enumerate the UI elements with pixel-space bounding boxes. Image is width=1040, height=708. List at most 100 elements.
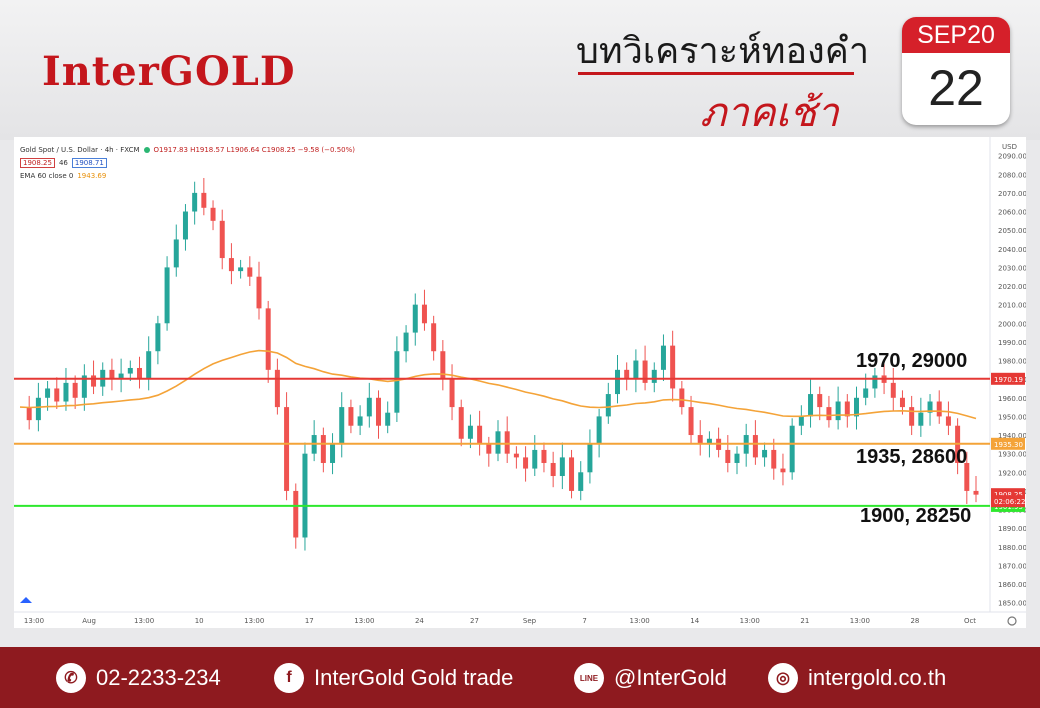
brand-logo: InterGOLD xyxy=(42,48,296,95)
candle-body xyxy=(421,304,427,324)
level-price-text: 1935.30 xyxy=(994,441,1023,449)
x-tick-label: 21 xyxy=(800,617,809,625)
symbol-label: Gold Spot / U.S. Dollar · 4h · FXCM xyxy=(20,145,140,154)
candle-body xyxy=(752,435,758,458)
candle-body xyxy=(973,490,979,495)
candle-body xyxy=(155,323,161,352)
title-underline xyxy=(578,72,854,75)
candle-body xyxy=(247,267,253,277)
level-price-tag xyxy=(991,372,1025,385)
candle-body xyxy=(615,369,620,395)
current-price-text: 02:06:22 xyxy=(994,498,1025,506)
current-price-tag xyxy=(991,495,1025,508)
line-id: @InterGold xyxy=(614,665,727,690)
calendar-month: SEP20 xyxy=(902,17,1010,53)
x-tick-label: 13:00 xyxy=(630,617,650,625)
y-tick-label: 1850.00 xyxy=(998,600,1026,608)
candle-body xyxy=(688,407,694,436)
phone-number: 02-2233-234 xyxy=(96,665,221,690)
candle-body xyxy=(605,394,611,417)
level-price-text: 1970.19 xyxy=(994,376,1023,384)
footer-phone[interactable]: ✆ 02-2233-234 xyxy=(56,663,221,693)
bid-box[interactable]: 1908.25 xyxy=(20,157,55,168)
candle-body xyxy=(660,345,666,370)
candle-body xyxy=(366,397,372,417)
ema-label[interactable]: EMA 60 close 0 xyxy=(20,171,74,180)
candle-body xyxy=(835,401,841,421)
y-tick-label: 2060.00 xyxy=(998,209,1026,217)
candle-body xyxy=(725,449,731,463)
title-line2: ภาคเช้า xyxy=(700,90,839,136)
candle-body xyxy=(541,449,547,463)
candle-body xyxy=(192,192,198,212)
x-tick-label: Oct xyxy=(964,617,976,625)
candle-body xyxy=(872,375,878,389)
candle-body xyxy=(817,394,823,408)
candle-body xyxy=(63,382,69,402)
candle-body xyxy=(854,397,859,417)
y-tick-label: 1990.00 xyxy=(998,339,1026,347)
x-tick-label: Sep xyxy=(523,617,537,625)
level-label-1935: 1935, 28600 xyxy=(856,446,968,468)
x-tick-label: 13:00 xyxy=(354,617,374,625)
y-tick-label: 2080.00 xyxy=(998,171,1026,179)
candle-body xyxy=(72,382,78,398)
footer-bar: ✆ 02-2233-234 f InterGold Gold trade LIN… xyxy=(0,647,1040,708)
header-banner: InterGOLD บทวิเคราะห์ทองคำ ภาคเช้า SEP20… xyxy=(0,0,1040,140)
y-tick-label: 2030.00 xyxy=(998,264,1026,272)
x-tick-label: 24 xyxy=(415,617,424,625)
candle-body xyxy=(431,323,437,352)
candle-body xyxy=(403,332,409,352)
y-tick-label: 1940.00 xyxy=(998,432,1026,440)
y-tick-label: 2000.00 xyxy=(998,320,1026,328)
candle-body xyxy=(651,369,657,383)
candle-body xyxy=(513,453,519,458)
x-tick-label: 13:00 xyxy=(850,617,870,625)
footer-facebook[interactable]: f InterGold Gold trade xyxy=(274,663,513,693)
candle-body xyxy=(734,453,740,463)
candle-body xyxy=(284,407,290,491)
x-tick-label: 28 xyxy=(910,617,919,625)
tradingview-logo-icon xyxy=(20,597,32,603)
candle-body xyxy=(808,394,814,417)
y-tick-label: 2070.00 xyxy=(998,190,1026,198)
x-tick-label: 14 xyxy=(690,617,699,625)
candle-body xyxy=(504,431,510,454)
calendar-day: 22 xyxy=(928,60,984,116)
candle-body xyxy=(201,192,207,208)
ask-box[interactable]: 1908.71 xyxy=(71,157,107,168)
x-tick-label: 13:00 xyxy=(24,617,44,625)
globe-icon: ◎ xyxy=(768,663,798,693)
candle-body xyxy=(863,388,869,398)
candle-body xyxy=(458,407,464,439)
y-unit-label: USD xyxy=(1002,143,1017,151)
candle-body xyxy=(569,457,575,491)
market-open-icon xyxy=(143,146,150,153)
y-tick-label: 1920.00 xyxy=(998,469,1026,477)
candle-body xyxy=(137,367,142,380)
y-tick-label: 1860.00 xyxy=(998,581,1026,589)
facebook-icon: f xyxy=(274,663,304,693)
calendar-icon: SEP20 22 xyxy=(902,17,1010,125)
website: intergold.co.th xyxy=(808,665,947,690)
candle-body xyxy=(550,462,556,477)
line-icon: LINE xyxy=(574,663,604,693)
candle-body xyxy=(477,425,483,445)
x-tick-label: 17 xyxy=(305,617,314,625)
footer-web[interactable]: ◎ intergold.co.th xyxy=(768,663,946,693)
candle-body xyxy=(679,388,685,408)
x-tick-label: 13:00 xyxy=(134,617,154,625)
candle-body xyxy=(642,360,648,383)
candle-body xyxy=(578,472,584,491)
candle-body xyxy=(844,401,850,417)
y-tick-label: 1890.00 xyxy=(998,525,1026,533)
price-chart[interactable]: 1850.001860.001870.001880.001890.001900.… xyxy=(14,137,1026,628)
x-tick-label: 27 xyxy=(470,617,479,625)
candle-body xyxy=(91,375,97,387)
chart-canvas[interactable]: 1850.001860.001870.001880.001890.001900.… xyxy=(14,137,1026,628)
footer-line[interactable]: LINE @InterGold xyxy=(574,663,727,693)
level-label-1970: 1970, 29000 xyxy=(856,350,968,372)
candle-body xyxy=(762,449,768,458)
candle-body xyxy=(330,444,336,463)
x-tick-label: Aug xyxy=(82,617,96,625)
